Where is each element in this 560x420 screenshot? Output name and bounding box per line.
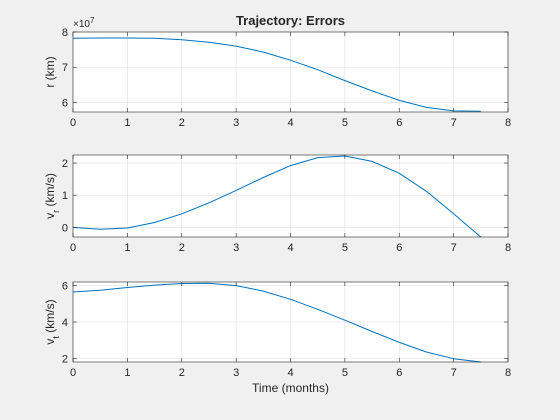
x-tick-label: 1 (124, 117, 130, 129)
y-tick-label: 6 (62, 281, 68, 293)
y-tick-label: 8 (62, 27, 68, 39)
x-tick-label: 2 (179, 242, 185, 254)
y-tick-label: 2 (62, 353, 68, 365)
y-tick-label: 1 (62, 190, 68, 202)
x-tick-label: 4 (287, 242, 293, 254)
y-axis-label-main: v (43, 339, 57, 345)
data-line (72, 282, 481, 363)
x-tick-label: 5 (342, 367, 348, 379)
y-axis-label-unit: (km/s) (43, 299, 57, 336)
y-axis-label-main: v (43, 213, 57, 219)
x-tick-label: 2 (179, 117, 185, 129)
x-tick-label: 7 (451, 117, 457, 129)
x-tick-label: 3 (233, 242, 239, 254)
x-tick-label: 3 (233, 367, 239, 379)
x-tick-label: 5 (342, 242, 348, 254)
y-tick-label: 0 (62, 222, 68, 234)
x-tick-label: 1 (124, 242, 130, 254)
x-tick-label: 8 (505, 367, 511, 379)
x-tick-label: 7 (451, 242, 457, 254)
x-tick-label: 4 (287, 117, 293, 129)
x-axis-label: Time (months) (252, 381, 329, 395)
data-line (72, 155, 482, 238)
x-tick-label: 1 (124, 367, 130, 379)
x-tick-label: 6 (396, 117, 402, 129)
x-tick-label: 5 (342, 117, 348, 129)
y-exponent-power: 7 (90, 16, 95, 25)
x-tick-label: 6 (396, 242, 402, 254)
x-tick-label: 0 (70, 367, 76, 379)
y-axis-label: vr (km/s) (43, 173, 61, 219)
y-exponent-base: ×10 (73, 19, 90, 30)
x-tick-label: 2 (179, 367, 185, 379)
y-tick-label: 4 (62, 317, 68, 329)
y-axis-label-subscript: t (51, 336, 61, 339)
y-exponent-label: ×107 (73, 16, 95, 30)
x-tick-label: 8 (505, 117, 511, 129)
data-line (72, 37, 481, 112)
y-tick-label: 6 (62, 97, 68, 109)
x-tick-label: 8 (505, 242, 511, 254)
y-axis-label: vt (km/s) (43, 299, 61, 344)
x-tick-label: 0 (70, 242, 76, 254)
x-tick-label: 0 (70, 117, 76, 129)
x-tick-label: 3 (233, 117, 239, 129)
y-tick-label: 7 (62, 62, 68, 74)
y-axis-label-subscript: r (51, 210, 61, 213)
y-axis-label: r (km) (43, 56, 57, 87)
x-tick-label: 6 (396, 367, 402, 379)
x-tick-label: 7 (451, 367, 457, 379)
y-tick-label: 2 (62, 158, 68, 170)
y-axis-label-unit: (km/s) (43, 173, 57, 210)
chart-title: Trajectory: Errors (236, 13, 345, 28)
x-tick-label: 4 (287, 367, 293, 379)
